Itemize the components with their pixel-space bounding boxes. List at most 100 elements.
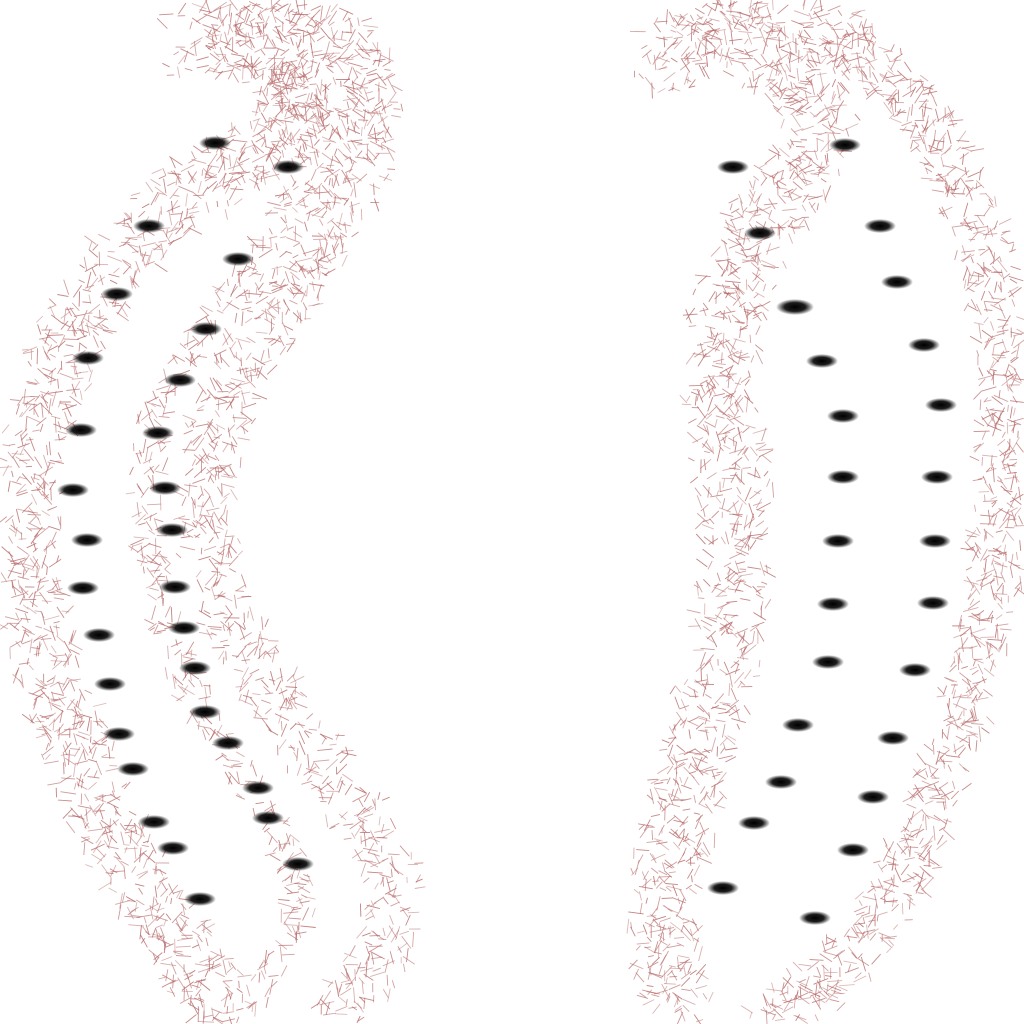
hatch-stroke xyxy=(150,550,161,564)
hatch-stroke xyxy=(213,441,218,452)
hatch-stroke xyxy=(331,220,342,231)
hatch-stroke xyxy=(171,911,183,924)
hatch-stroke xyxy=(344,222,347,234)
hatch-stroke xyxy=(12,585,22,594)
hatch-stroke xyxy=(343,77,350,84)
hatch-stroke xyxy=(177,684,188,695)
hatch-stroke xyxy=(202,729,207,741)
hatch-stroke xyxy=(222,172,226,187)
hatch-stroke xyxy=(381,796,390,801)
hatch-stroke xyxy=(131,511,142,518)
hatch-stroke xyxy=(337,148,349,160)
hatch-stroke xyxy=(688,79,696,89)
hatch-stroke xyxy=(284,214,287,223)
hatch-stroke xyxy=(691,756,698,767)
hatch-stroke xyxy=(42,346,49,360)
hatch-stroke xyxy=(303,73,305,83)
hatch-stroke xyxy=(299,847,307,857)
hatch-stroke xyxy=(303,191,313,194)
hatch-stroke xyxy=(1010,356,1019,364)
hatch-stroke xyxy=(962,153,965,165)
hatch-stroke xyxy=(725,668,740,676)
hatch-stroke xyxy=(220,620,233,632)
hatch-stroke xyxy=(1002,456,1010,462)
hatch-stroke xyxy=(355,108,363,113)
hatch-stroke xyxy=(1005,530,1015,541)
hatch-stroke xyxy=(140,486,149,498)
hatch-stroke xyxy=(715,496,722,504)
hatch-stroke xyxy=(702,508,706,517)
hatch-stroke xyxy=(23,388,26,404)
hatch-stroke xyxy=(893,53,903,61)
hatch-stroke xyxy=(302,302,308,311)
hatch-stroke xyxy=(799,983,813,992)
hatch-stroke xyxy=(111,781,115,793)
hatch-stroke xyxy=(309,83,317,86)
hatch-stroke xyxy=(23,567,30,576)
hatch-stroke xyxy=(191,459,197,467)
hatch-stroke xyxy=(991,413,997,429)
hatch-stroke xyxy=(677,18,686,26)
hatch-stroke xyxy=(910,86,917,98)
hatch-stroke xyxy=(290,271,300,281)
hatch-stroke xyxy=(964,224,979,230)
hatch-stroke xyxy=(334,60,344,74)
hatch-stroke xyxy=(738,349,742,364)
hatch-stroke xyxy=(996,329,1009,333)
hatch-stroke xyxy=(200,547,203,555)
hatch-stroke xyxy=(266,87,269,97)
hatch-stroke xyxy=(881,93,892,97)
hatch-stroke xyxy=(860,956,867,972)
hatch-stroke xyxy=(965,265,972,276)
hatch-stroke xyxy=(353,121,360,130)
hatch-stroke xyxy=(997,551,1007,556)
hatch-stroke xyxy=(367,871,383,874)
hatch-stroke xyxy=(906,79,921,89)
hatch-stroke xyxy=(735,227,745,231)
hatch-stroke xyxy=(894,867,902,881)
hatch-stroke xyxy=(900,837,914,841)
hatch-stroke xyxy=(1011,461,1018,467)
hatch-stroke xyxy=(682,1004,690,1013)
hatch-stroke xyxy=(940,790,954,798)
hatch-stroke xyxy=(754,64,767,71)
hatch-stroke xyxy=(826,936,837,943)
hatch-stroke xyxy=(194,533,201,538)
hatch-stroke xyxy=(33,541,37,551)
hatch-stroke xyxy=(1005,377,1009,392)
hatch-stroke xyxy=(884,845,892,853)
hatch-stroke xyxy=(779,89,786,100)
hatch-stroke xyxy=(88,249,99,258)
hatch-stroke xyxy=(782,208,797,211)
hatch-stroke xyxy=(700,379,708,385)
hatch-stroke xyxy=(306,207,319,215)
hatch-stroke xyxy=(36,716,42,724)
hatch-stroke xyxy=(975,695,978,702)
hatch-stroke xyxy=(878,911,888,916)
hatch-stroke xyxy=(1001,460,1006,471)
hatch-stroke xyxy=(156,912,165,922)
hatch-stroke xyxy=(195,453,207,466)
hatch-stroke xyxy=(258,642,265,651)
hatch-stroke xyxy=(716,0,722,7)
hatch-stroke xyxy=(979,572,987,587)
hatch-stroke xyxy=(264,5,277,11)
hatch-stroke xyxy=(33,526,43,538)
hatch-stroke xyxy=(332,42,342,49)
hatch-stroke xyxy=(254,164,258,172)
hatch-stroke xyxy=(139,925,142,940)
hatch-stroke xyxy=(366,904,381,910)
hatch-stroke xyxy=(88,746,92,754)
hatch-stroke xyxy=(197,355,208,358)
hatch-stroke xyxy=(331,201,341,204)
hatch-stroke xyxy=(261,699,271,704)
hatch-stroke xyxy=(749,1012,753,1019)
hatch-stroke xyxy=(647,778,659,781)
hatch-stroke xyxy=(335,1005,348,1012)
hatch-stroke xyxy=(203,922,205,934)
hatch-stroke xyxy=(666,777,671,785)
hatch-stroke xyxy=(34,456,43,469)
hatch-stroke xyxy=(373,198,380,212)
hatch-stroke xyxy=(358,32,368,43)
hatch-stroke xyxy=(923,743,934,752)
